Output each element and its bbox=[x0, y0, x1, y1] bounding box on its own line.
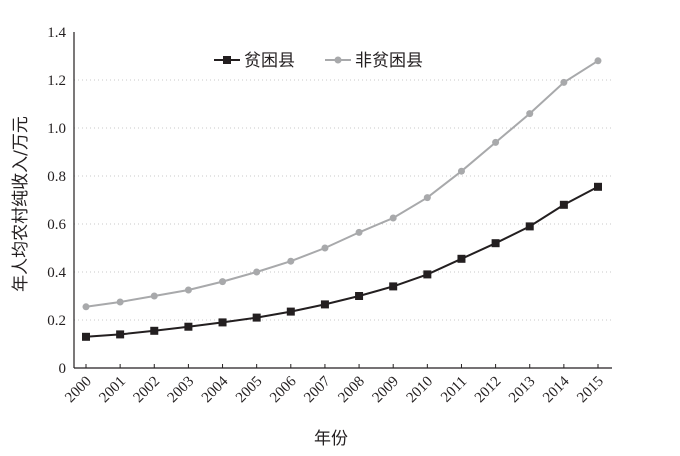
y-tick-label: 1.4 bbox=[47, 25, 66, 41]
x-tick-label: 2009 bbox=[370, 374, 403, 407]
x-axis-title: 年份 bbox=[314, 429, 348, 449]
y-tick-labels: 0 0.2 0.4 0.6 0.8 1.0 1.2 1.4 bbox=[47, 25, 66, 377]
data-point bbox=[423, 194, 431, 202]
y-tick-label: 1.2 bbox=[47, 73, 66, 89]
data-point bbox=[560, 78, 568, 86]
x-tick-label: 2014 bbox=[540, 373, 573, 406]
series-line-1 bbox=[85, 59, 599, 308]
x-tick-label: 2004 bbox=[199, 373, 232, 406]
data-point bbox=[423, 270, 432, 279]
x-tick-label: 2005 bbox=[233, 374, 266, 407]
gridlines bbox=[74, 79, 612, 321]
data-point bbox=[252, 313, 261, 322]
data-point bbox=[184, 322, 193, 331]
x-tick-label: 2006 bbox=[267, 373, 300, 406]
data-point bbox=[457, 254, 466, 263]
y-tick-label: 0.6 bbox=[47, 217, 66, 233]
data-point bbox=[525, 222, 534, 231]
y-tick-label: 0 bbox=[59, 361, 67, 377]
data-point bbox=[321, 244, 329, 252]
data-point bbox=[150, 326, 159, 335]
legend-item: 非贫困县 bbox=[325, 51, 423, 71]
y-axis-title: 年人均农村纯收入/万元 bbox=[11, 116, 31, 292]
x-tick-label: 2007 bbox=[301, 373, 334, 406]
x-tick-label: 2015 bbox=[574, 374, 607, 407]
data-point bbox=[526, 110, 534, 118]
x-tick-label: 2000 bbox=[62, 374, 95, 407]
y-tick-label: 0.4 bbox=[47, 265, 66, 281]
data-point bbox=[253, 268, 261, 276]
data-point bbox=[219, 278, 227, 286]
data-point bbox=[389, 282, 398, 291]
data-point bbox=[218, 318, 227, 327]
data-point bbox=[594, 57, 602, 65]
x-tick-label: 2011 bbox=[438, 374, 470, 406]
data-point bbox=[82, 332, 90, 341]
data-point bbox=[184, 286, 192, 294]
legend-label: 贫困县 bbox=[244, 51, 295, 71]
data-point bbox=[457, 167, 465, 175]
data-point bbox=[116, 298, 124, 306]
axes bbox=[73, 32, 612, 369]
y-tick-label: 0.2 bbox=[47, 313, 66, 329]
x-tick-labels: 2000 2001 2002 2003 2004 2005 2006 2007 2008 2009… bbox=[62, 373, 607, 406]
data-point bbox=[355, 228, 363, 236]
series bbox=[82, 57, 602, 341]
data-point bbox=[559, 200, 568, 209]
legend: 贫困县 非贫困县 bbox=[214, 51, 423, 71]
data-point bbox=[116, 330, 125, 339]
data-point bbox=[286, 307, 295, 316]
legend-item: 贫困县 bbox=[214, 51, 295, 71]
x-tick-label: 2013 bbox=[506, 374, 539, 407]
data-point bbox=[389, 214, 397, 222]
x-tick-label: 2010 bbox=[404, 374, 437, 407]
legend-label: 非贫困县 bbox=[355, 51, 423, 71]
y-tick-label: 0.8 bbox=[47, 169, 66, 185]
legend-marker bbox=[223, 56, 231, 64]
y-tick-label: 1.0 bbox=[47, 121, 66, 137]
x-tick-label: 2003 bbox=[165, 374, 198, 407]
data-point bbox=[492, 138, 500, 146]
data-point bbox=[320, 300, 329, 309]
x-tick-label: 2012 bbox=[472, 374, 505, 407]
data-point bbox=[355, 292, 364, 300]
x-tick-label: 2002 bbox=[131, 374, 164, 407]
data-point bbox=[82, 303, 90, 311]
data-point bbox=[287, 257, 295, 265]
data-point bbox=[491, 239, 500, 248]
series-line-0 bbox=[85, 185, 599, 338]
legend-marker bbox=[334, 56, 342, 64]
data-point bbox=[150, 292, 158, 300]
data-point bbox=[594, 182, 602, 191]
x-tick-label: 2001 bbox=[96, 374, 129, 407]
x-tick-label: 2008 bbox=[335, 374, 368, 407]
